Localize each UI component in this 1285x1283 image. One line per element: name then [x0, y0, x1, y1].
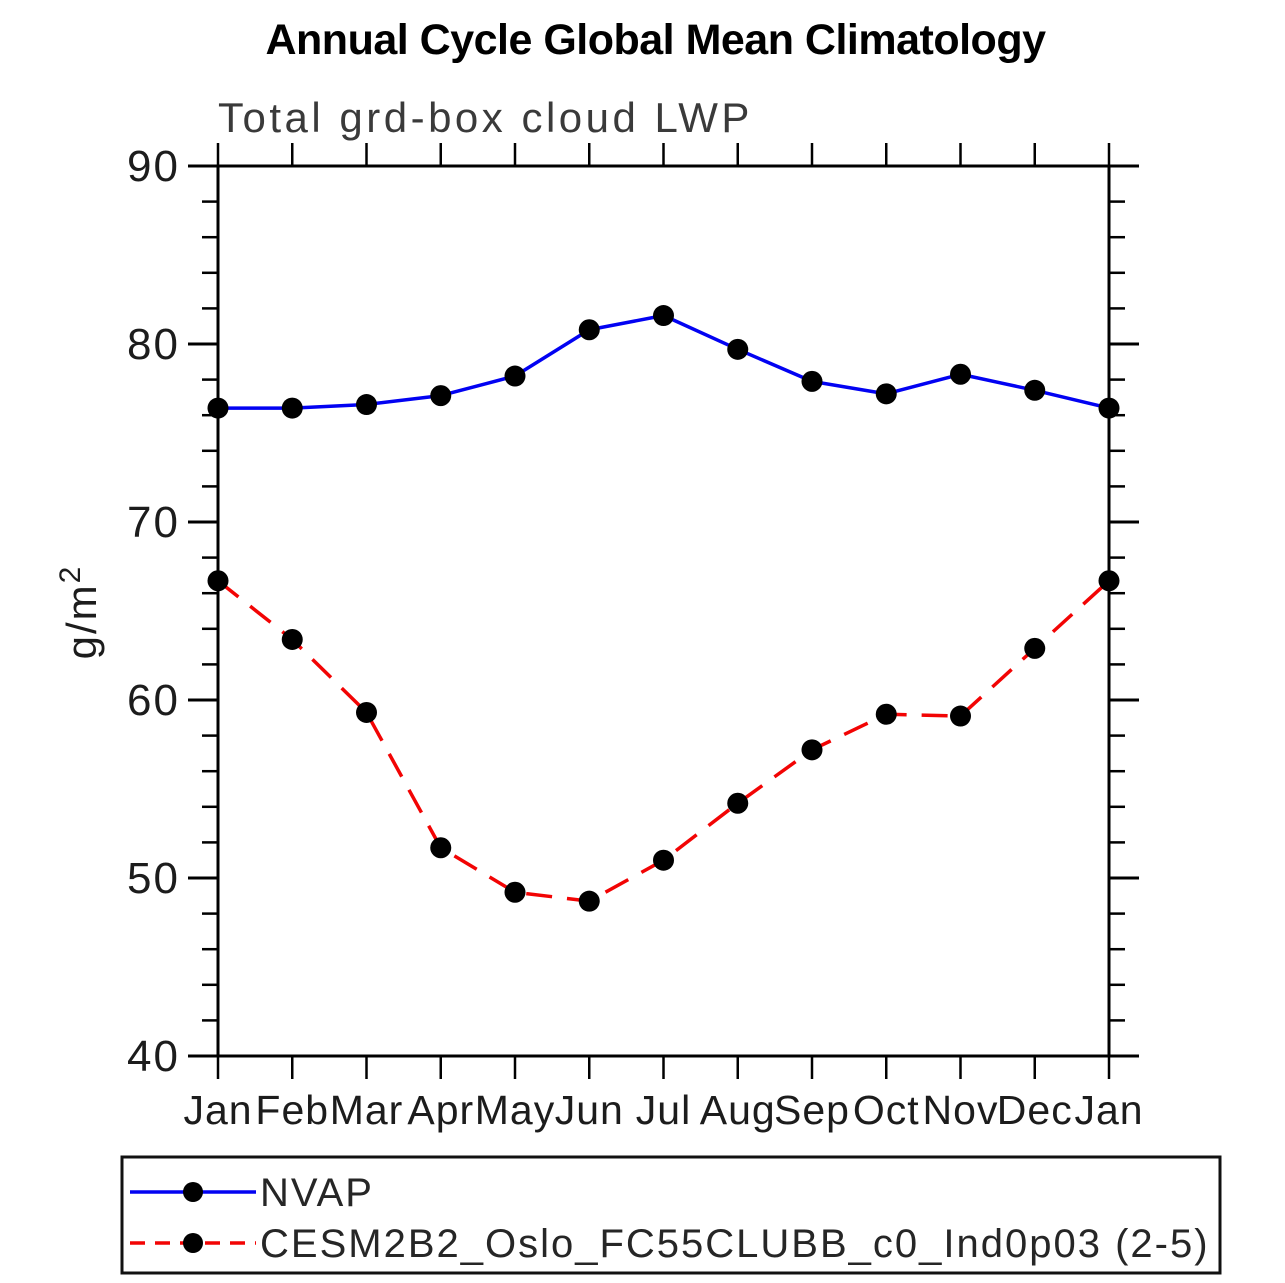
chart-subtitle: Total grd-box cloud LWP: [218, 94, 753, 141]
data-point-marker: [1024, 379, 1046, 401]
data-point-marker: [504, 365, 526, 387]
x-tick-label: Jan: [183, 1087, 252, 1133]
y-tick-label: 50: [127, 854, 180, 903]
y-tick-label: 80: [127, 320, 180, 369]
y-tick-label: 40: [127, 1032, 180, 1081]
x-tick-label: Jul: [636, 1087, 691, 1133]
data-point-marker: [801, 739, 823, 761]
data-point-marker: [727, 792, 749, 814]
data-point-marker: [207, 397, 229, 419]
legend-label: CESM2B2_Oslo_FC55CLUBB_c0_Ind0p03 (2-5): [260, 1222, 1210, 1266]
data-point-marker: [950, 363, 971, 385]
data-point-marker: [1098, 570, 1120, 592]
x-tick-label: Dec: [997, 1087, 1073, 1133]
data-point-marker: [356, 394, 377, 416]
data-point-marker: [578, 890, 600, 912]
x-tick-label: Oct: [853, 1087, 920, 1133]
legend-label: NVAP: [260, 1171, 374, 1215]
data-point-marker: [727, 338, 749, 360]
plot-frame: [216, 164, 1111, 1058]
x-tick-label: Apr: [407, 1087, 474, 1133]
data-point-marker: [653, 849, 674, 871]
x-tick-label: May: [475, 1087, 555, 1133]
x-tick-label: Jan: [1074, 1087, 1143, 1133]
y-axis-label: g/m2: [54, 565, 105, 660]
data-point-marker: [875, 383, 897, 405]
data-point-marker: [207, 570, 229, 592]
data-point-marker: [578, 319, 600, 341]
data-point-marker: [281, 628, 303, 650]
data-point-marker: [430, 837, 452, 859]
x-tick-label: Aug: [700, 1087, 776, 1133]
legend-box: [120, 1155, 1222, 1275]
x-tick-label: Sep: [774, 1087, 850, 1133]
legend-marker-sample: [183, 1233, 203, 1253]
data-point-marker: [356, 701, 377, 723]
x-tick-label: Nov: [923, 1087, 999, 1133]
legend-marker-sample: [183, 1182, 203, 1202]
x-tick-label: Jun: [555, 1087, 624, 1133]
data-point-marker: [1098, 397, 1120, 419]
data-point-marker: [430, 385, 452, 407]
data-point-marker: [950, 705, 971, 727]
y-tick-label: 90: [127, 142, 180, 191]
data-point-marker: [281, 397, 303, 419]
x-tick-label: Feb: [255, 1087, 329, 1133]
data-point-marker: [653, 305, 674, 327]
data-point-marker: [875, 703, 897, 725]
y-tick-label: 60: [127, 676, 180, 725]
chart-title: Annual Cycle Global Mean Climatology: [265, 16, 1046, 64]
series-line-nvap: [218, 313, 1110, 410]
data-point-marker: [504, 881, 526, 903]
y-tick-label: 70: [127, 498, 180, 547]
data-point-marker: [1024, 637, 1046, 659]
x-tick-label: Mar: [330, 1087, 404, 1133]
data-point-marker: [801, 370, 823, 392]
